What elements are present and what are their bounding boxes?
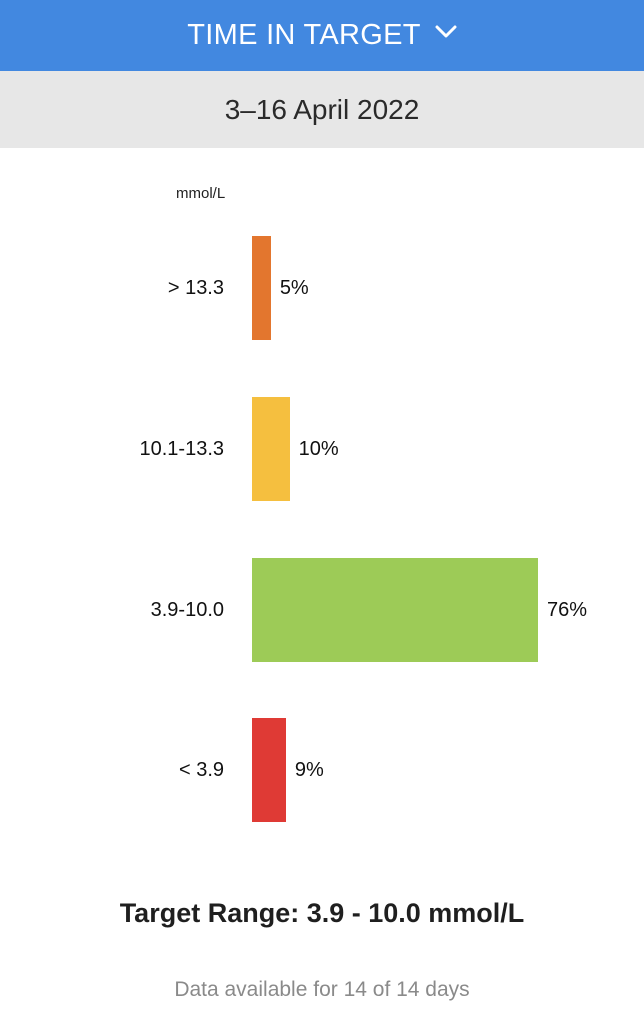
bar xyxy=(252,558,538,662)
percent-label: 5% xyxy=(279,276,309,299)
percent-label: 76% xyxy=(547,598,588,621)
chart-row: > 13.3 5% xyxy=(0,236,644,340)
range-label: < 3.9 xyxy=(178,758,224,781)
chart-row: 10.1-13.3 10% xyxy=(0,397,644,501)
target-range-text: Target Range: 3.9 - 10.0 mmol/L xyxy=(119,898,525,928)
time-in-target-dropdown[interactable]: TIME IN TARGET xyxy=(0,0,644,71)
bar xyxy=(252,397,290,501)
header-title: TIME IN TARGET xyxy=(187,19,421,51)
date-range-bar: 3–16 April 2022 xyxy=(0,71,644,148)
percent-label: 9% xyxy=(294,758,324,781)
chevron-down-icon xyxy=(435,25,457,44)
percent-label: 10% xyxy=(298,437,339,460)
data-availability-text: Data available for 14 of 14 days xyxy=(174,978,470,1001)
time-in-target-chart: mmol/L > 13.3 5% 10.1-13.3 10% 3.9-10.0 76% < … xyxy=(0,148,644,878)
bar xyxy=(252,236,271,340)
chart-row: < 3.9 9% xyxy=(0,718,644,822)
chart-row: 3.9-10.0 76% xyxy=(0,558,644,662)
range-label: 10.1-13.3 xyxy=(139,437,224,460)
unit-label: mmol/L xyxy=(176,185,226,202)
range-label: 3.9-10.0 xyxy=(150,598,224,621)
bar xyxy=(252,718,286,822)
range-label: > 13.3 xyxy=(167,276,224,299)
date-range: 3–16 April 2022 xyxy=(224,93,420,125)
